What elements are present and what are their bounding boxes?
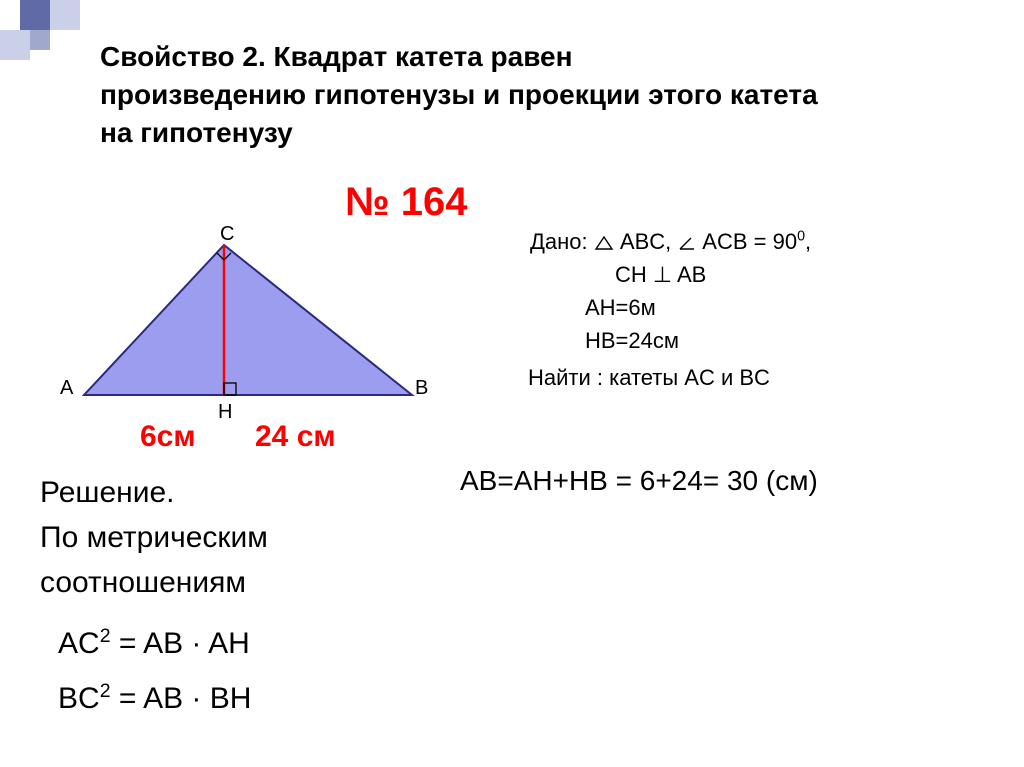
formula-ac: AC2 = AB · AH xyxy=(58,625,250,661)
find-line: Найти : катеты AC и BC xyxy=(528,365,770,391)
ab-calculation: AB=AH+HB = 6+24= 30 (см) xyxy=(460,465,818,497)
deco-square xyxy=(30,30,50,50)
formula-bc-rest: = AB · BH xyxy=(111,682,252,715)
vertex-label-h: H xyxy=(218,401,232,424)
solution-line3: соотношениям xyxy=(40,566,246,599)
deco-square xyxy=(20,0,50,30)
formula-bc-base: BC xyxy=(58,682,100,715)
given-block: Дано: ABC, ACB = 900, CH ⊥ AB AH=6м HB=2… xyxy=(530,225,811,357)
angle-icon xyxy=(677,235,697,251)
solution-line2: По метрическим xyxy=(40,521,268,554)
segment-label-hb: 24 см xyxy=(255,420,336,454)
triangle-icon xyxy=(594,235,614,251)
solution-line1: Решение. xyxy=(40,476,174,509)
given-line1: Дано: ABC, ACB = 900, xyxy=(530,225,811,258)
triangle-diagram: C A B H 6см 24 см xyxy=(60,225,440,435)
formula-bc: BC2 = AB · BH xyxy=(58,680,251,716)
given-ah: AH=6м xyxy=(530,291,811,324)
deco-square xyxy=(50,0,80,30)
solution-block: Решение. По метрическим соотношениям xyxy=(40,470,268,605)
vertex-label-c: C xyxy=(220,223,234,246)
title-line1: Свойство 2. Квадрат катета равен xyxy=(100,41,573,72)
title-line2: произведению гипотенузы и проекции этого… xyxy=(100,79,818,110)
formula-ac-exp: 2 xyxy=(100,625,111,647)
given-angle-suffix: , xyxy=(805,229,811,254)
segment-label-ah: 6см xyxy=(140,420,196,454)
deco-square xyxy=(0,30,30,60)
formula-ac-rest: = AB · AH xyxy=(111,627,250,660)
given-hb: HB=24см xyxy=(530,324,811,357)
given-perp: CH ⊥ AB xyxy=(530,258,811,291)
vertex-label-a: A xyxy=(60,377,73,400)
triangle-svg xyxy=(60,225,440,425)
vertex-label-b: B xyxy=(415,377,428,400)
title-line3: на гипотенузу xyxy=(100,117,293,148)
formula-bc-exp: 2 xyxy=(100,680,111,702)
given-angle-sup: 0 xyxy=(797,229,805,245)
given-angle: ACB = 90 xyxy=(702,229,797,254)
given-triangle-name: ABC, xyxy=(620,229,671,254)
property-title: Свойство 2. Квадрат катета равен произве… xyxy=(100,38,950,151)
given-prefix: Дано: xyxy=(530,229,588,254)
problem-number: № 164 xyxy=(345,180,467,225)
formula-ac-base: AC xyxy=(58,627,100,660)
triangle-shape xyxy=(84,245,412,395)
